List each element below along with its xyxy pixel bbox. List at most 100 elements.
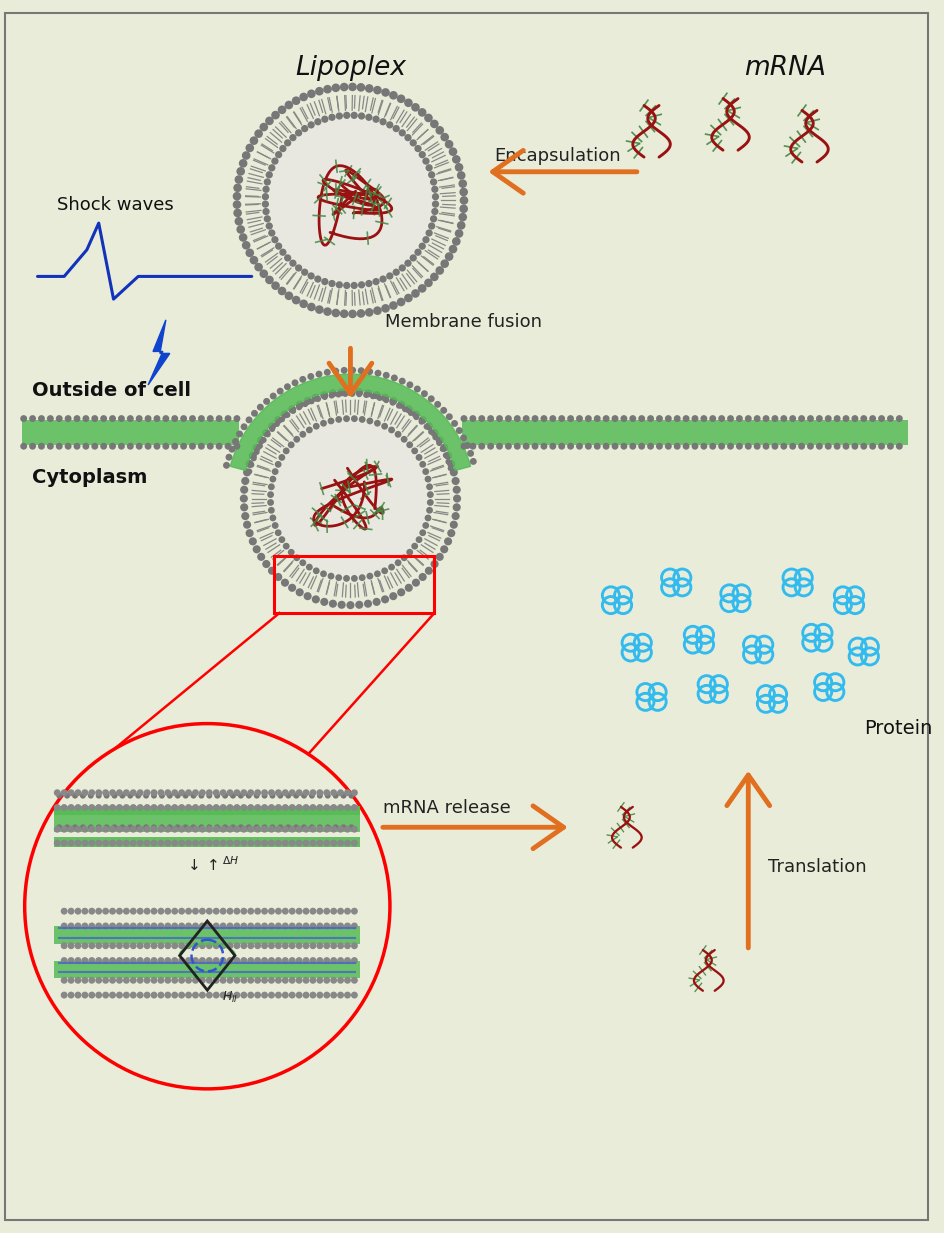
Circle shape bbox=[261, 825, 267, 830]
Circle shape bbox=[290, 408, 295, 414]
Circle shape bbox=[341, 367, 347, 374]
Circle shape bbox=[104, 793, 110, 799]
Circle shape bbox=[430, 272, 438, 281]
Circle shape bbox=[95, 826, 102, 832]
Circle shape bbox=[119, 793, 126, 799]
Circle shape bbox=[665, 443, 671, 450]
Circle shape bbox=[288, 583, 295, 592]
Circle shape bbox=[257, 552, 265, 561]
Circle shape bbox=[137, 840, 143, 847]
Circle shape bbox=[248, 462, 254, 467]
Circle shape bbox=[293, 825, 299, 830]
Circle shape bbox=[413, 414, 419, 420]
Circle shape bbox=[440, 133, 448, 142]
Circle shape bbox=[238, 793, 244, 799]
Circle shape bbox=[143, 840, 150, 847]
Circle shape bbox=[236, 430, 243, 438]
Circle shape bbox=[222, 825, 228, 830]
Circle shape bbox=[458, 179, 466, 187]
Circle shape bbox=[192, 977, 198, 984]
Circle shape bbox=[447, 465, 453, 471]
Circle shape bbox=[456, 221, 465, 229]
Circle shape bbox=[229, 793, 236, 799]
Circle shape bbox=[219, 826, 227, 832]
Circle shape bbox=[316, 789, 323, 797]
Circle shape bbox=[116, 840, 123, 847]
Circle shape bbox=[433, 401, 441, 408]
Circle shape bbox=[60, 789, 68, 797]
Text: $H_{II}$: $H_{II}$ bbox=[222, 990, 238, 1005]
Circle shape bbox=[303, 592, 312, 600]
Circle shape bbox=[212, 957, 219, 964]
Circle shape bbox=[364, 84, 373, 92]
Circle shape bbox=[118, 443, 125, 450]
Circle shape bbox=[274, 573, 282, 581]
Polygon shape bbox=[148, 319, 170, 385]
Circle shape bbox=[95, 840, 102, 847]
Circle shape bbox=[29, 416, 36, 422]
Circle shape bbox=[272, 469, 278, 475]
Circle shape bbox=[278, 793, 283, 799]
Circle shape bbox=[119, 825, 126, 830]
Circle shape bbox=[268, 942, 275, 949]
Circle shape bbox=[389, 592, 396, 600]
Circle shape bbox=[245, 529, 253, 538]
Circle shape bbox=[396, 95, 405, 104]
Circle shape bbox=[236, 166, 244, 175]
Circle shape bbox=[788, 416, 796, 422]
Circle shape bbox=[127, 825, 133, 830]
Circle shape bbox=[274, 420, 279, 427]
Circle shape bbox=[303, 397, 312, 404]
Circle shape bbox=[88, 907, 95, 915]
Circle shape bbox=[431, 201, 439, 207]
Circle shape bbox=[735, 416, 742, 422]
Circle shape bbox=[328, 572, 334, 580]
Circle shape bbox=[281, 789, 289, 797]
Circle shape bbox=[75, 977, 81, 984]
Circle shape bbox=[440, 407, 447, 414]
Circle shape bbox=[206, 826, 212, 832]
Circle shape bbox=[301, 269, 308, 276]
Circle shape bbox=[88, 804, 95, 811]
Circle shape bbox=[175, 793, 180, 799]
Circle shape bbox=[372, 277, 379, 285]
Circle shape bbox=[348, 825, 354, 830]
Circle shape bbox=[389, 397, 396, 404]
Circle shape bbox=[242, 152, 250, 160]
Circle shape bbox=[408, 411, 413, 416]
Circle shape bbox=[116, 826, 123, 832]
Circle shape bbox=[302, 957, 309, 964]
Circle shape bbox=[102, 957, 109, 964]
Circle shape bbox=[422, 469, 429, 475]
Circle shape bbox=[358, 112, 364, 120]
Circle shape bbox=[261, 922, 268, 930]
Circle shape bbox=[460, 443, 467, 450]
Circle shape bbox=[373, 86, 381, 95]
Circle shape bbox=[389, 399, 396, 406]
Circle shape bbox=[744, 443, 750, 450]
Circle shape bbox=[611, 443, 617, 450]
Circle shape bbox=[647, 416, 653, 422]
Bar bbox=[54, 808, 360, 832]
Circle shape bbox=[593, 443, 600, 450]
Circle shape bbox=[436, 440, 442, 446]
Circle shape bbox=[241, 512, 249, 520]
Circle shape bbox=[109, 957, 116, 964]
Circle shape bbox=[81, 840, 88, 847]
Circle shape bbox=[279, 145, 286, 152]
Circle shape bbox=[295, 991, 302, 999]
Circle shape bbox=[111, 793, 117, 799]
Circle shape bbox=[430, 560, 438, 568]
Circle shape bbox=[780, 416, 786, 422]
Circle shape bbox=[406, 549, 413, 556]
Circle shape bbox=[171, 977, 178, 984]
Circle shape bbox=[709, 416, 716, 422]
Circle shape bbox=[261, 436, 266, 443]
Circle shape bbox=[413, 386, 420, 392]
Circle shape bbox=[243, 469, 251, 476]
Circle shape bbox=[206, 957, 212, 964]
Circle shape bbox=[404, 583, 413, 592]
Circle shape bbox=[178, 789, 185, 797]
Circle shape bbox=[254, 977, 261, 984]
Circle shape bbox=[158, 826, 164, 832]
